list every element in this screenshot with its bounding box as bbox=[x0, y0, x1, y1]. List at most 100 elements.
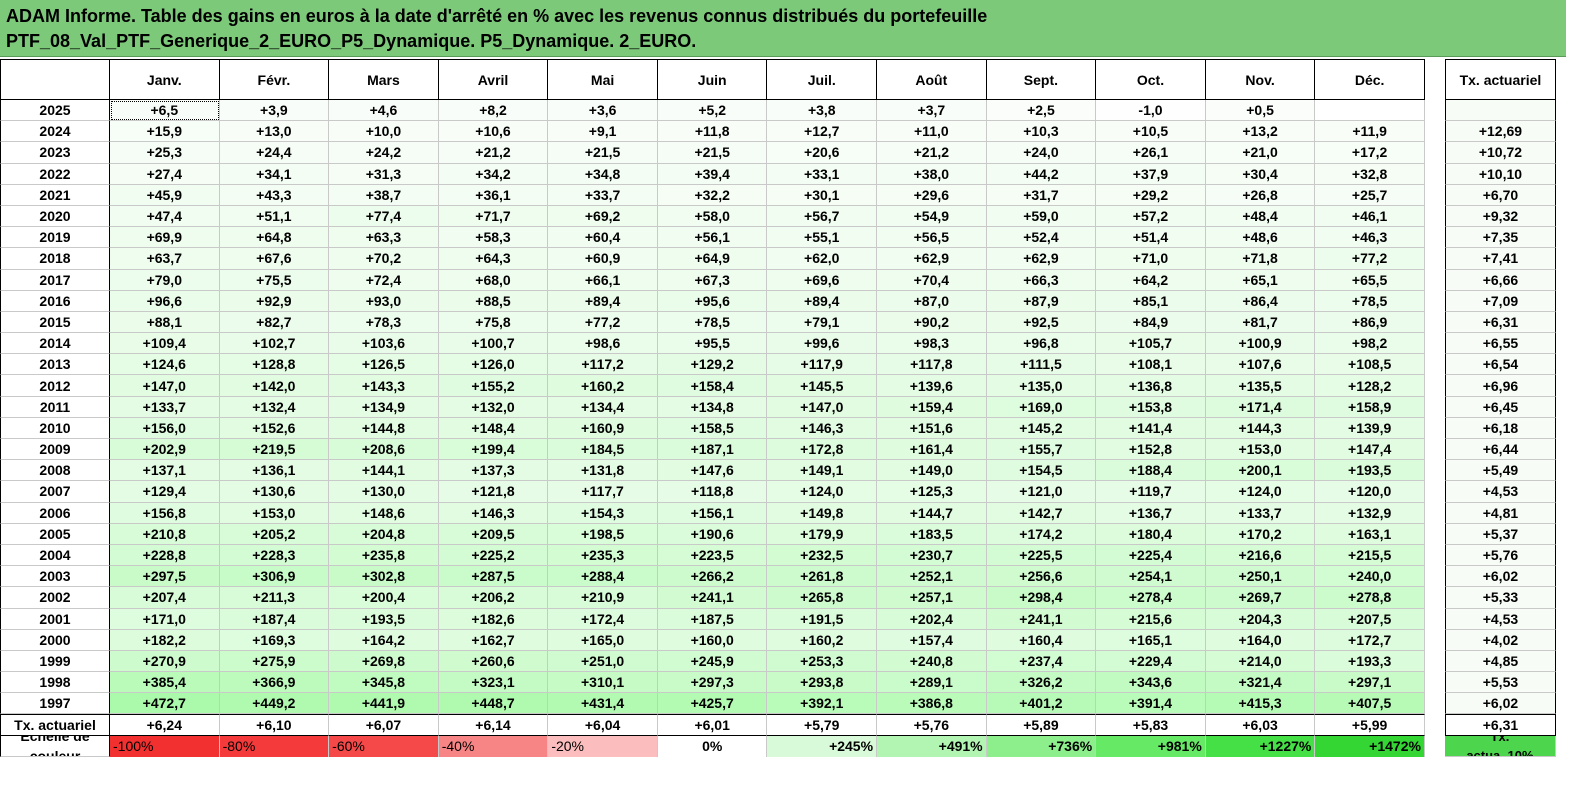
table-cell: +65,1 bbox=[1205, 269, 1316, 291]
column-gap bbox=[1424, 693, 1445, 715]
row-year: 2007 bbox=[0, 481, 110, 503]
table-cell: +155,7 bbox=[986, 439, 1097, 461]
table-cell: +385,4 bbox=[110, 672, 220, 694]
table-cell: +3,9 bbox=[219, 100, 330, 122]
table-cell: +125,3 bbox=[877, 481, 987, 503]
row-year: 2003 bbox=[0, 566, 110, 588]
table-cell: +256,6 bbox=[986, 566, 1097, 588]
table-cell: +260,6 bbox=[438, 650, 549, 673]
table-cell: +275,9 bbox=[219, 650, 330, 673]
color-scale-swatch: 0% bbox=[657, 735, 768, 757]
table-cell: +163,1 bbox=[1315, 523, 1425, 545]
table-cell: +401,2 bbox=[986, 693, 1097, 715]
table-cell: +215,5 bbox=[1315, 544, 1425, 567]
table-cell: +160,4 bbox=[986, 629, 1097, 651]
color-scale-tx-key: Tx. actua. 10% bbox=[1444, 735, 1556, 757]
table-cell: +200,1 bbox=[1205, 460, 1316, 482]
table-cell: +144,8 bbox=[329, 417, 439, 439]
table-cell: +85,1 bbox=[1096, 290, 1206, 312]
table-cell: +261,8 bbox=[767, 566, 878, 588]
row-tx-actuariel: +6,96 bbox=[1444, 375, 1556, 397]
header-month: Janv. bbox=[110, 59, 220, 100]
header-month: Juin bbox=[657, 59, 768, 100]
row-tx-actuariel: +6,31 bbox=[1444, 311, 1556, 334]
table-cell: +241,1 bbox=[657, 587, 768, 609]
table-cell: +70,2 bbox=[329, 248, 439, 270]
color-scale-swatch: -60% bbox=[329, 735, 439, 757]
table-cell: +3,7 bbox=[877, 100, 987, 122]
table-cell: +132,9 bbox=[1315, 502, 1425, 524]
row-year: 2004 bbox=[0, 544, 110, 567]
header-month: Août bbox=[877, 59, 987, 100]
column-gap bbox=[1424, 290, 1445, 312]
table-cell: +310,1 bbox=[548, 672, 658, 694]
table-cell: +47,4 bbox=[110, 205, 220, 228]
table-cell: +98,6 bbox=[548, 333, 658, 355]
table-cell: +143,3 bbox=[329, 375, 439, 397]
row-year: 2020 bbox=[0, 205, 110, 228]
color-scale-label: Echelle de couleur bbox=[0, 735, 110, 757]
table-cell: +86,4 bbox=[1205, 290, 1316, 312]
table-cell: +65,5 bbox=[1315, 269, 1425, 291]
table-cell: +133,7 bbox=[1205, 502, 1316, 524]
table-cell: +3,6 bbox=[548, 100, 658, 122]
table-cell: +160,0 bbox=[657, 629, 768, 651]
table-cell: +253,3 bbox=[767, 650, 878, 673]
table-cell: +58,3 bbox=[438, 227, 549, 249]
table-cell: +472,7 bbox=[110, 693, 220, 715]
table-cell: +25,3 bbox=[110, 142, 220, 164]
row-tx-actuariel: +6,18 bbox=[1444, 417, 1556, 439]
table-cell: +144,7 bbox=[877, 502, 987, 524]
table-cell: +343,6 bbox=[1096, 672, 1206, 694]
row-year: 2018 bbox=[0, 248, 110, 270]
table-cell: +52,4 bbox=[986, 227, 1097, 249]
row-year: 2011 bbox=[0, 396, 110, 418]
table-cell: +103,6 bbox=[329, 333, 439, 355]
table-cell: +100,9 bbox=[1205, 333, 1316, 355]
column-gap bbox=[1424, 163, 1445, 185]
row-year: 2008 bbox=[0, 460, 110, 482]
table-cell: +146,3 bbox=[767, 417, 878, 439]
header-month: Juil. bbox=[767, 59, 878, 100]
row-year: 2015 bbox=[0, 311, 110, 334]
table-cell: +21,2 bbox=[438, 142, 549, 164]
table-cell: +152,8 bbox=[1096, 439, 1206, 461]
table-cell: +26,8 bbox=[1205, 184, 1316, 206]
table-cell: +11,9 bbox=[1315, 121, 1425, 143]
table-cell: +88,1 bbox=[110, 311, 220, 334]
table-cell: +257,1 bbox=[877, 587, 987, 609]
table-cell: +164,0 bbox=[1205, 629, 1316, 651]
footer-label: Tx. actuariel bbox=[0, 714, 110, 736]
table-cell: +54,9 bbox=[877, 205, 987, 228]
header-month: Nov. bbox=[1205, 59, 1316, 100]
table-cell: +235,3 bbox=[548, 544, 658, 567]
column-gap bbox=[1424, 205, 1445, 228]
row-tx-actuariel: +6,02 bbox=[1444, 693, 1556, 715]
row-year: 2000 bbox=[0, 629, 110, 651]
color-scale-swatch: +981% bbox=[1096, 735, 1206, 757]
footer-tx-cell: +5,99 bbox=[1315, 714, 1425, 736]
table-cell: +46,1 bbox=[1315, 205, 1425, 228]
table-cell: +174,2 bbox=[986, 523, 1097, 545]
table-cell: +245,9 bbox=[657, 650, 768, 673]
row-year: 2014 bbox=[0, 333, 110, 355]
report-title: ADAM Informe. Table des gains en euros à… bbox=[0, 0, 1566, 57]
table-cell: +137,3 bbox=[438, 460, 549, 482]
footer-tx-cell: +6,07 bbox=[329, 714, 439, 736]
table-cell: +95,6 bbox=[657, 290, 768, 312]
row-tx-actuariel: +6,02 bbox=[1444, 566, 1556, 588]
table-cell: +86,9 bbox=[1315, 311, 1425, 334]
table-cell: +431,4 bbox=[548, 693, 658, 715]
table-cell: +21,2 bbox=[877, 142, 987, 164]
table-cell: +121,0 bbox=[986, 481, 1097, 503]
table-cell: +105,7 bbox=[1096, 333, 1206, 355]
table-cell: +139,9 bbox=[1315, 417, 1425, 439]
column-gap bbox=[1424, 735, 1445, 757]
table-cell: +117,7 bbox=[548, 481, 658, 503]
column-gap bbox=[1424, 375, 1445, 397]
column-gap bbox=[1424, 100, 1445, 122]
table-cell: +228,8 bbox=[110, 544, 220, 567]
table-cell: +202,4 bbox=[877, 608, 987, 630]
table-cell: +133,7 bbox=[110, 396, 220, 418]
table-cell: +270,9 bbox=[110, 650, 220, 673]
